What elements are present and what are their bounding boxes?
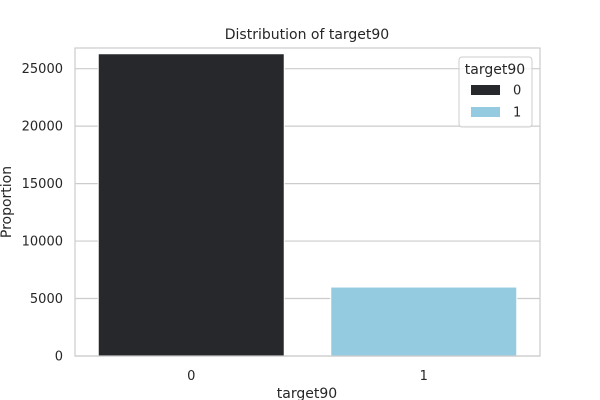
- legend-label: 0: [513, 84, 521, 99]
- y-tick-labels: 0 5000 10000 15000 20000 25000: [22, 62, 63, 364]
- bars: [97, 53, 518, 357]
- x-tick-label: 1: [420, 369, 428, 384]
- chart-title: Distribution of target90: [225, 27, 389, 43]
- y-axis-label: Proportion: [0, 166, 15, 238]
- legend-swatch-0: [471, 85, 500, 95]
- y-tick-label: 0: [55, 350, 63, 365]
- legend-swatch-1: [471, 107, 500, 117]
- y-tick-label: 10000: [22, 235, 63, 250]
- legend-label: 1: [513, 106, 521, 121]
- legend-entries: 01: [471, 84, 521, 121]
- y-tick-label: 5000: [30, 292, 63, 307]
- bar-1: [330, 286, 518, 357]
- bar-0: [97, 53, 285, 357]
- plot-frame: [74, 47, 541, 357]
- x-axis-label: target90: [277, 386, 337, 400]
- x-tick-label: 0: [187, 369, 195, 384]
- y-tick-label: 25000: [22, 62, 63, 77]
- legend: target90 01: [458, 56, 533, 128]
- y-tick-label: 20000: [22, 120, 63, 135]
- legend-title: target90: [465, 62, 525, 78]
- y-tick-label: 15000: [22, 177, 63, 192]
